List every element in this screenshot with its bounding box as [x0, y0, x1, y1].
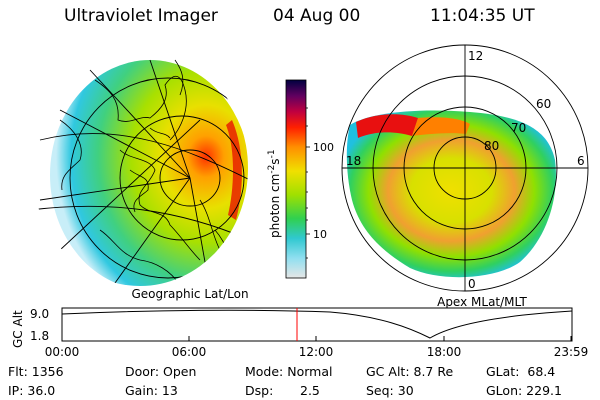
polar-grid	[341, 44, 589, 292]
mlt-label-6: 6	[577, 154, 585, 168]
gain-value: Gain: 13	[125, 383, 178, 398]
apex-caption: Apex MLat/MLT	[437, 295, 527, 309]
altitude-tick-top: 9.0	[30, 307, 49, 321]
dsp-label: Dsp:	[245, 383, 274, 398]
intensity-colorbar: 100 10 photon cm-2s-1	[267, 79, 334, 279]
sequence-number: Seq: 30	[366, 383, 414, 398]
geographic-graticule	[32, 59, 248, 286]
dsp-value: 2.5	[300, 383, 320, 398]
instrument-title: Ultraviolet Imager	[64, 6, 218, 26]
colorbar-unit-label: photon cm-2s-1	[267, 149, 282, 238]
geographic-caption: Geographic Lat/Lon	[131, 287, 248, 301]
mlat-label-60: 60	[536, 97, 551, 111]
altitude-axis-label: GC Alt	[11, 310, 25, 348]
time-tick-0600: 06:00	[172, 345, 207, 359]
mlat-label-80: 80	[484, 139, 499, 153]
apex-polar-map: 80 70 60 12 6 0 18 Apex MLat/MLT	[341, 44, 589, 309]
mlt-label-12: 12	[468, 49, 483, 63]
geographic-longitude: GLon: 229.1	[486, 383, 562, 398]
mode-status: Mode: Normal	[245, 364, 333, 379]
colorbar-tick-10: 10	[313, 228, 327, 241]
time-tick-1800: 18:00	[427, 345, 462, 359]
coastlines	[59, 59, 233, 286]
time-tick-0000: 00:00	[45, 345, 80, 359]
flight-number: Flt: 1356	[8, 364, 64, 379]
door-status: Door: Open	[125, 364, 197, 379]
geographic-latitude: GLat: 68.4	[486, 364, 556, 379]
mlat-label-70: 70	[511, 121, 526, 135]
polar-auroral-oval	[346, 110, 556, 278]
altitude-tick-bottom: 1.8	[30, 329, 49, 343]
time-tick-2359: 23:59	[554, 345, 589, 359]
altitude-plot: GC Alt 9.0 1.8 00:00 06:00 12:00 18:00 2…	[11, 307, 588, 359]
image-time: 11:04:35 UT	[430, 6, 535, 26]
geographic-map: Geographic Lat/Lon	[32, 50, 249, 301]
image-date: 04 Aug 00	[273, 6, 361, 26]
gc-altitude: GC Alt: 8.7 Re	[366, 364, 454, 379]
mlt-label-0: 0	[468, 277, 476, 291]
colorbar-tick-100: 100	[313, 141, 334, 154]
time-tick-1200: 12:00	[299, 345, 334, 359]
mlt-label-18: 18	[346, 154, 361, 168]
altitude-curve	[61, 309, 573, 339]
ip-value: IP: 36.0	[8, 383, 56, 398]
